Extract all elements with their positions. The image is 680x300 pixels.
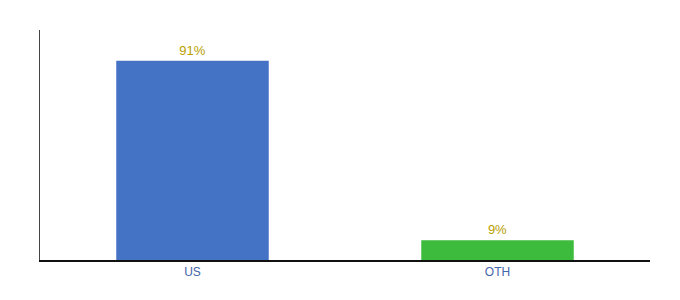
- svg-text:91%: 91%: [179, 43, 205, 58]
- svg-text:US: US: [184, 265, 201, 279]
- svg-text:9%: 9%: [488, 222, 507, 237]
- svg-text:OTH: OTH: [485, 265, 510, 279]
